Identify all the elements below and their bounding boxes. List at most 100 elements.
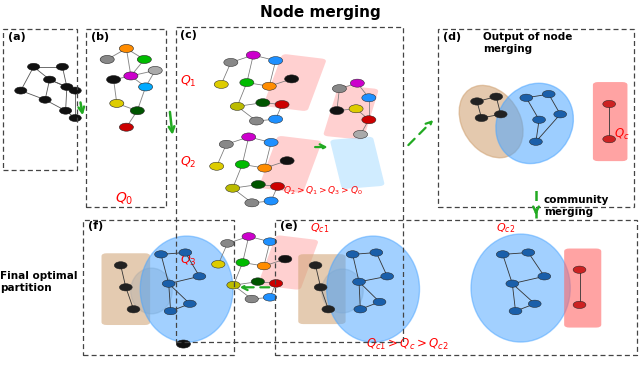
Circle shape [120, 284, 132, 291]
Bar [83, 220, 234, 355]
Circle shape [120, 123, 134, 131]
Circle shape [236, 160, 250, 168]
Text: Final optimal
partition: Final optimal partition [0, 271, 77, 293]
Circle shape [139, 83, 152, 91]
Circle shape [603, 100, 616, 108]
Circle shape [603, 135, 616, 143]
Circle shape [242, 133, 256, 141]
Circle shape [69, 87, 81, 94]
Circle shape [15, 87, 27, 94]
FancyBboxPatch shape [259, 235, 318, 290]
FancyBboxPatch shape [298, 254, 346, 324]
Circle shape [269, 115, 283, 123]
Circle shape [69, 115, 81, 122]
Circle shape [470, 98, 483, 105]
FancyBboxPatch shape [330, 137, 385, 189]
Circle shape [280, 157, 294, 165]
Circle shape [494, 111, 507, 118]
Circle shape [269, 280, 283, 287]
Circle shape [246, 51, 260, 59]
Circle shape [554, 111, 566, 118]
Circle shape [39, 96, 51, 103]
Text: $Q_{c1}$$>$$Q_c$$>$$Q_{c2}$: $Q_{c1}$$>$$Q_c$$>$$Q_{c2}$ [365, 337, 448, 352]
Circle shape [353, 278, 365, 285]
Circle shape [227, 281, 240, 289]
Circle shape [262, 82, 276, 90]
Circle shape [506, 280, 518, 287]
Circle shape [124, 72, 138, 80]
Circle shape [309, 262, 322, 269]
Ellipse shape [327, 236, 420, 342]
Text: $Q_3$: $Q_3$ [180, 253, 197, 268]
Circle shape [528, 300, 541, 307]
Circle shape [354, 306, 367, 313]
Circle shape [226, 184, 240, 192]
Circle shape [269, 57, 283, 65]
Circle shape [264, 197, 278, 205]
Text: $Q_{c1}$: $Q_{c1}$ [310, 221, 330, 235]
Circle shape [497, 251, 509, 258]
Circle shape [362, 116, 376, 124]
Circle shape [131, 107, 145, 115]
Bar [176, 27, 403, 342]
Circle shape [257, 262, 271, 270]
Text: $Q_2$: $Q_2$ [180, 155, 197, 170]
Text: (f): (f) [88, 221, 104, 231]
Text: (d): (d) [443, 32, 461, 42]
Circle shape [330, 107, 344, 115]
Circle shape [214, 81, 228, 89]
Circle shape [60, 107, 72, 114]
Circle shape [538, 273, 550, 280]
Circle shape [256, 99, 270, 107]
Circle shape [250, 117, 264, 125]
Circle shape [264, 138, 278, 146]
FancyBboxPatch shape [564, 249, 602, 328]
Circle shape [179, 249, 192, 256]
Ellipse shape [140, 236, 233, 342]
Text: Output of node
merging: Output of node merging [483, 32, 573, 54]
Circle shape [164, 307, 177, 315]
Circle shape [263, 294, 276, 301]
Circle shape [245, 295, 259, 303]
Circle shape [362, 94, 376, 102]
Circle shape [314, 284, 327, 291]
Circle shape [245, 199, 259, 207]
Text: (b): (b) [91, 32, 109, 42]
Circle shape [106, 76, 120, 84]
Circle shape [28, 63, 40, 70]
FancyBboxPatch shape [259, 136, 321, 193]
Circle shape [210, 162, 224, 170]
Circle shape [529, 138, 542, 145]
Circle shape [509, 307, 522, 315]
Text: $Q_c$: $Q_c$ [614, 127, 630, 142]
Text: (a): (a) [8, 32, 26, 42]
Text: $Q_0$: $Q_0$ [115, 190, 134, 207]
Circle shape [115, 262, 127, 269]
Circle shape [177, 340, 191, 348]
Circle shape [271, 182, 285, 190]
Ellipse shape [471, 234, 570, 342]
Circle shape [110, 99, 124, 108]
Circle shape [224, 59, 238, 67]
Circle shape [349, 105, 363, 113]
Bar [86, 29, 166, 207]
Circle shape [155, 251, 168, 258]
Circle shape [100, 55, 115, 64]
Circle shape [475, 114, 488, 122]
Circle shape [127, 306, 140, 313]
FancyBboxPatch shape [593, 82, 627, 161]
Text: $Q_1$: $Q_1$ [180, 74, 197, 89]
FancyBboxPatch shape [102, 253, 150, 325]
Circle shape [184, 300, 196, 307]
Circle shape [573, 266, 586, 273]
Circle shape [242, 233, 255, 240]
Ellipse shape [131, 268, 172, 314]
Circle shape [163, 280, 175, 287]
Circle shape [148, 66, 163, 75]
Text: (c): (c) [180, 30, 197, 40]
Circle shape [346, 251, 359, 258]
Circle shape [353, 130, 367, 138]
Circle shape [332, 85, 346, 93]
FancyBboxPatch shape [324, 85, 378, 139]
Ellipse shape [321, 269, 364, 313]
